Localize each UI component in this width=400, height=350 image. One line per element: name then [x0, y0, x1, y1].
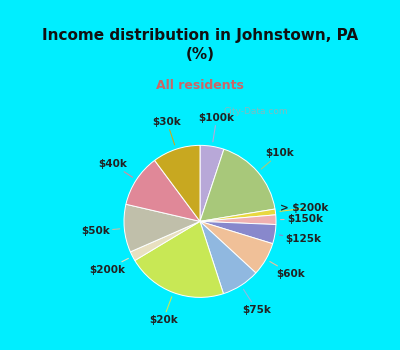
- Text: Income distribution in Johnstown, PA
(%): Income distribution in Johnstown, PA (%): [42, 28, 358, 62]
- Text: $150k: $150k: [280, 214, 323, 224]
- Wedge shape: [200, 215, 276, 225]
- Wedge shape: [200, 222, 273, 273]
- Wedge shape: [135, 222, 224, 298]
- Text: $200k: $200k: [89, 258, 128, 274]
- Wedge shape: [130, 222, 200, 260]
- Wedge shape: [155, 145, 200, 222]
- Wedge shape: [200, 222, 256, 294]
- Wedge shape: [124, 204, 200, 252]
- Text: $100k: $100k: [199, 113, 235, 142]
- Text: $20k: $20k: [149, 297, 178, 324]
- Text: > $200k: > $200k: [280, 203, 328, 213]
- Text: City-Data.com: City-Data.com: [223, 107, 288, 116]
- Text: $60k: $60k: [270, 261, 305, 279]
- Text: $50k: $50k: [81, 226, 120, 236]
- Wedge shape: [200, 145, 224, 222]
- Wedge shape: [200, 222, 276, 244]
- Wedge shape: [126, 160, 200, 222]
- Text: $40k: $40k: [98, 159, 132, 177]
- Text: $75k: $75k: [242, 289, 271, 315]
- Wedge shape: [200, 149, 275, 222]
- Text: All residents: All residents: [156, 79, 244, 92]
- Wedge shape: [200, 209, 276, 222]
- Text: $10k: $10k: [261, 148, 294, 169]
- Text: $30k: $30k: [153, 117, 181, 145]
- Text: $125k: $125k: [280, 234, 321, 244]
